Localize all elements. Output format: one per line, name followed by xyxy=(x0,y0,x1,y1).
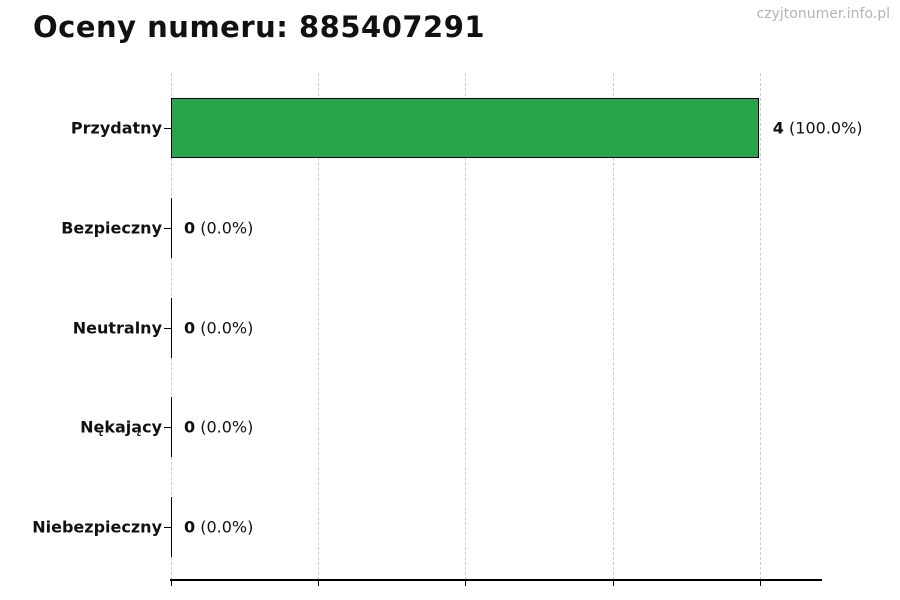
category-label: Neutralny xyxy=(72,318,162,338)
chart-row-bezpieczny: Bezpieczny 0 (0.0%) xyxy=(0,198,900,258)
value-label: 0 (0.0%) xyxy=(184,319,253,338)
value-label: 4 (100.0%) xyxy=(773,119,863,138)
x-axis-tick-3 xyxy=(612,581,614,586)
category-label: Przydatny xyxy=(70,118,162,138)
x-axis-tick-4 xyxy=(759,581,761,586)
y-axis-tick xyxy=(164,427,171,428)
value-pct: (0.0%) xyxy=(200,417,254,437)
value-count: 0 xyxy=(184,318,196,338)
category-label: Niebezpieczny xyxy=(32,517,162,537)
x-axis-line xyxy=(170,579,822,581)
value-count: 0 xyxy=(184,517,196,537)
bar-bezpieczny xyxy=(170,198,172,258)
gridline-2 xyxy=(465,73,467,580)
chart-row-nekajacy: Nękający 0 (0.0%) xyxy=(0,397,900,457)
value-label: 0 (0.0%) xyxy=(184,518,253,537)
value-pct: (0.0%) xyxy=(200,318,254,338)
bar-neutralny xyxy=(170,298,172,358)
chart-row-niebezpieczny: Niebezpieczny 0 (0.0%) xyxy=(0,497,900,557)
value-count: 0 xyxy=(184,417,196,437)
value-count: 4 xyxy=(772,118,784,138)
bar-niebezpieczny xyxy=(170,497,172,557)
bar-przydatny xyxy=(170,98,760,158)
y-axis-tick xyxy=(164,328,171,329)
chart-row-neutralny: Neutralny 0 (0.0%) xyxy=(0,298,900,358)
x-axis-tick-1 xyxy=(318,581,320,586)
chart-row-przydatny: Przydatny 4 (100.0%) xyxy=(0,98,900,158)
category-label: Nękający xyxy=(80,417,162,437)
chart-title: Oceny numeru: 885407291 xyxy=(33,10,486,44)
category-label: Bezpieczny xyxy=(61,218,162,238)
value-pct: (0.0%) xyxy=(200,218,254,238)
y-axis-tick xyxy=(164,128,171,129)
gridline-0 xyxy=(171,73,172,580)
gridline-4 xyxy=(759,73,761,580)
watermark-text: czyjtonumer.info.pl xyxy=(756,6,890,22)
x-axis-tick-0 xyxy=(171,581,172,586)
value-pct: (100.0%) xyxy=(789,118,863,138)
y-axis-tick xyxy=(164,228,171,229)
value-count: 0 xyxy=(184,218,196,238)
y-axis-tick xyxy=(164,527,171,528)
value-pct: (0.0%) xyxy=(200,517,254,537)
x-axis-tick-2 xyxy=(465,581,467,586)
gridline-1 xyxy=(318,73,320,580)
bar-nekajacy xyxy=(170,397,172,457)
value-label: 0 (0.0%) xyxy=(184,418,253,437)
value-label: 0 (0.0%) xyxy=(184,219,253,238)
gridline-3 xyxy=(612,73,614,580)
